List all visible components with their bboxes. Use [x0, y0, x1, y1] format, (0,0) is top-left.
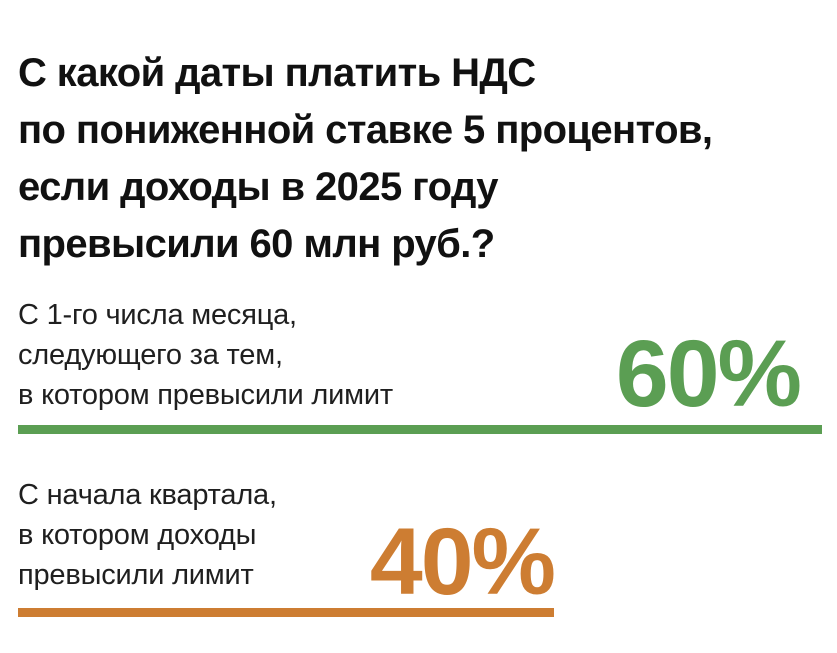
option-1-result-bar: [18, 425, 822, 434]
option-2-text: С начала квартала, в котором доходы прев…: [18, 475, 277, 595]
option-2-result-bar: [18, 608, 554, 617]
question-title-line-2: по пониженной ставке 5 процентов,: [18, 107, 713, 152]
question-title-line-1: С какой даты платить НДС: [18, 50, 536, 95]
question-title-line-3: если доходы в 2025 году: [18, 164, 499, 209]
option-2-text-line-2: в котором доходы: [18, 519, 257, 551]
question-title-line-4: превысили 60 млн руб.?: [18, 221, 495, 266]
option-2-percent-value: 40%: [369, 509, 556, 615]
option-2-text-line-3: превысили лимит: [18, 559, 254, 591]
option-1-text: С 1-го числа месяца, следующего за тем, …: [18, 295, 393, 415]
option-1-text-line-2: следующего за тем,: [18, 339, 283, 371]
question-title: С какой даты платить НДС по пониженной с…: [18, 45, 818, 273]
option-2-text-line-1: С начала квартала,: [18, 479, 277, 511]
option-1-percent-value: 60%: [615, 321, 802, 427]
option-1-text-line-3: в котором превысили лимит: [18, 379, 393, 411]
option-1-text-line-1: С 1-го числа месяца,: [18, 299, 297, 331]
